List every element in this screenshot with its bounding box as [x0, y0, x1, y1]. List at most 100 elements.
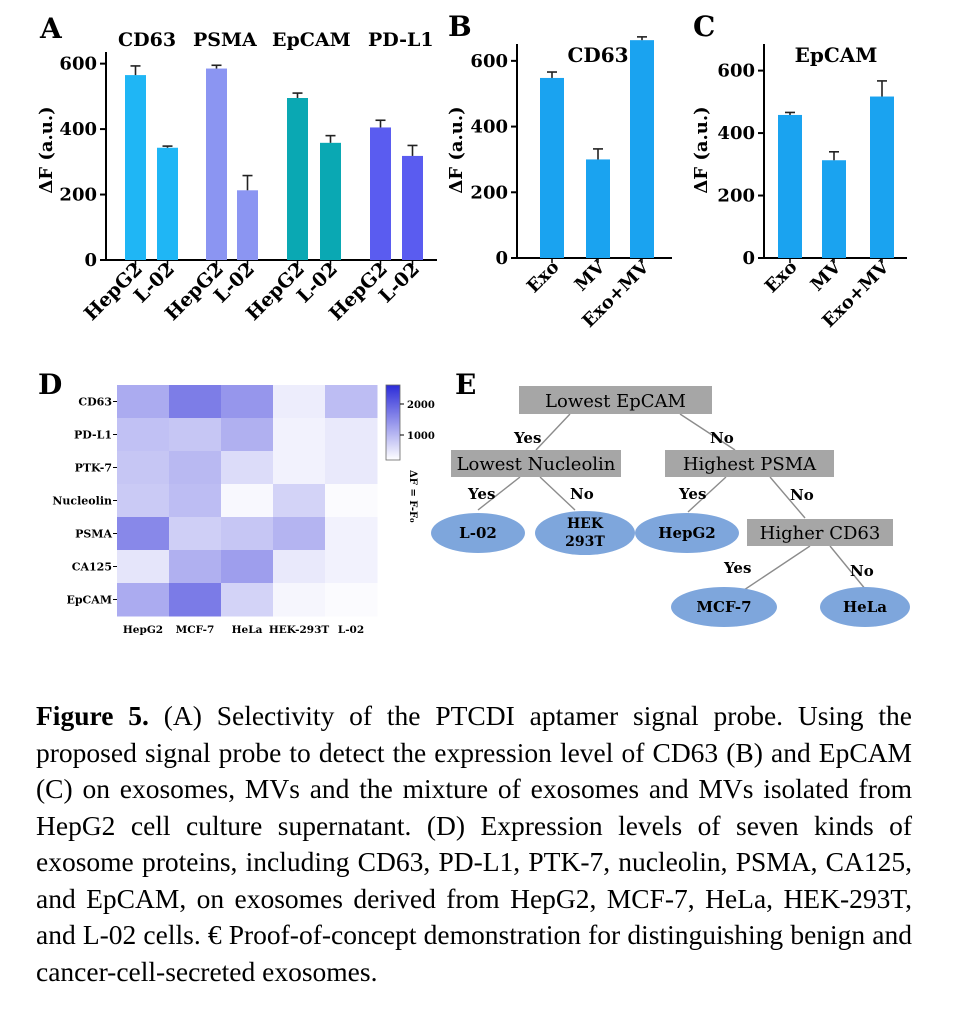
- heatmap-cell-6-4: [325, 583, 378, 617]
- heatmap-cell-3-4: [325, 484, 378, 518]
- leaf-l02: [431, 513, 525, 553]
- panel-e-letter: E: [455, 368, 476, 401]
- b-ytick-label-2: 400: [470, 117, 508, 138]
- heatmap-row-label-4: PSMA: [75, 528, 112, 541]
- heatmap-cell-3-3: [273, 484, 326, 518]
- panel-c-ylabel: ΔF (a.u.): [691, 106, 712, 193]
- heatmap-cell-2-3: [273, 451, 326, 485]
- c-ytick-label-1: 200: [717, 186, 755, 207]
- node-lowest-nucleolin-label: Lowest Nucleolin: [457, 454, 616, 475]
- heatmap-cell-3-2: [221, 484, 274, 518]
- a-ytick-label-1: 200: [59, 185, 97, 206]
- heatmap-cell-5-2: [221, 550, 274, 584]
- edge-label-left-yes: Yes: [467, 485, 495, 503]
- heatmap-column-labels: HepG2 MCF-7 HeLa HEK-293T L-02: [123, 624, 364, 636]
- colorbar-tick-label-1000: 1000: [407, 431, 435, 442]
- panel-c-letter: C: [693, 10, 715, 43]
- tree-edges: [477, 413, 867, 591]
- heatmap-cell-0-2: [221, 385, 274, 419]
- leaf-hela: [820, 587, 910, 627]
- a-bar-0: [125, 75, 146, 260]
- panel-d: D CD63PD-L1PTK-7NucleolinPSMACA125EpCAM …: [38, 368, 435, 636]
- edge-right-hepg2: [687, 476, 727, 513]
- edge-label-root-no: No: [710, 429, 734, 447]
- c-ytick-label-2: 400: [717, 123, 755, 144]
- heatmap-row-label-5: CA125: [72, 561, 112, 574]
- edge-label-right-yes: Yes: [678, 485, 706, 503]
- figure-caption-text: (A) Selectivity of the PTCDI aptamer sig…: [36, 700, 912, 987]
- edge-cd63-hela: [829, 545, 867, 591]
- node-highest-psma: [665, 450, 834, 477]
- panel-a-ylabel: ΔF (a.u.): [36, 106, 57, 193]
- c-bar-2: [870, 96, 894, 258]
- leaf-hepg2-label: HepG2: [658, 524, 715, 542]
- edge-left-hek: [539, 476, 576, 511]
- heatmap-cell-4-4: [325, 517, 378, 551]
- heatmap-row-label-2: PTK-7: [75, 462, 112, 475]
- a-ytick-label-2: 400: [59, 119, 97, 140]
- a-bar-1: [157, 147, 178, 260]
- c-xlabel-0: Exo: [761, 257, 802, 298]
- edge-label-cd63-yes: Yes: [723, 559, 751, 577]
- edge-left-l02: [477, 476, 521, 511]
- heatmap-cell-6-2: [221, 583, 274, 617]
- panel-c-bars: [778, 80, 894, 258]
- leaf-hepg2: [635, 513, 739, 553]
- a-bar-4: [287, 98, 308, 260]
- leaf-mcf7: [671, 587, 777, 627]
- panel-a-letter: A: [39, 12, 63, 45]
- c-bar-0: [778, 114, 802, 258]
- tree-edge-labels: Yes No Yes No Yes No Yes No: [467, 429, 874, 580]
- b-ytick-label-3: 600: [470, 51, 508, 72]
- heatmap-cell-0-3: [273, 385, 326, 419]
- heatmap-cell-4-2: [221, 517, 274, 551]
- panel-b-ylabel: ΔF (a.u.): [446, 106, 467, 193]
- heatmap-cell-3-0: [117, 484, 170, 518]
- b-bar-0: [540, 77, 564, 258]
- heatmap-cell-5-4: [325, 550, 378, 584]
- a-bar-7: [402, 155, 423, 260]
- heatmap-cell-1-3: [273, 418, 326, 452]
- heatmap-cell-4-1: [169, 517, 222, 551]
- a-bar-2: [206, 68, 227, 260]
- leaf-hek-293t: [535, 511, 635, 555]
- heatmap-cell-5-3: [273, 550, 326, 584]
- c-ytick-label-3: 600: [717, 61, 755, 82]
- panel-b-y-ticks: 0 200 400 600: [470, 51, 517, 269]
- panel-c-title: EpCAM: [795, 43, 878, 67]
- panel-a-bars: [125, 64, 423, 260]
- leaf-hek-label-line1: HEK: [567, 516, 604, 532]
- colorbar-label: ΔF = F-F₀: [407, 470, 418, 523]
- heatmap-cell-0-1: [169, 385, 222, 419]
- panel-a: A 0 200 400 600 HepG2L-02HepG2L-02HepG2L-02…: [36, 12, 437, 325]
- panel-b-letter: B: [448, 10, 472, 43]
- leaf-hek-label-line2: 293T: [565, 534, 605, 550]
- heatmap-cell-1-0: [117, 418, 170, 452]
- edge-root-left: [535, 413, 571, 451]
- edge-cd63-mcf7: [743, 545, 811, 591]
- figure-caption-label: Figure 5.: [36, 700, 149, 731]
- heatmap-cell-0-4: [325, 385, 378, 419]
- node-lowest-epcam-label: Lowest EpCAM: [545, 391, 686, 412]
- a-bar-3: [237, 190, 258, 260]
- heatmap-cell-1-2: [221, 418, 274, 452]
- panel-e: E Lowest EpCAM Lowest Nucleolin Highest …: [431, 368, 910, 627]
- heatmap-row-labels: CD63 PD-L1 PTK-7 Nucleolin PSMA CA125 EpCAM: [52, 396, 117, 607]
- heatmap-row-label-3: Nucleolin: [52, 495, 112, 508]
- group-label-psma: PSMA: [193, 29, 257, 51]
- edge-root-right: [679, 413, 736, 451]
- a-ytick-label-0: 0: [84, 250, 97, 271]
- heatmap-cell-5-1: [169, 550, 222, 584]
- heatmap-column-label-4: L-02: [338, 624, 364, 636]
- b-ytick-label-1: 200: [470, 182, 508, 203]
- heatmap-cell-2-1: [169, 451, 222, 485]
- heatmap-row-label-0: CD63: [78, 396, 112, 409]
- figure-caption: Figure 5. (A) Selectivity of the PTCDI a…: [36, 698, 912, 990]
- heatmap-cell-3-1: [169, 484, 222, 518]
- c-bar-1: [822, 160, 846, 258]
- b-xlabel-0: Exo: [523, 257, 564, 298]
